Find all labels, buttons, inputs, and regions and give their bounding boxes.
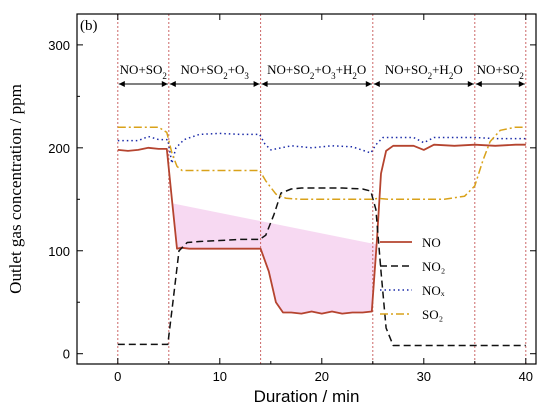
labels: Duration / min Outlet gas concentration /… xyxy=(6,18,359,406)
axes: 0 10 20 30 40 0 100 200 300 xyxy=(48,13,537,384)
series-line-so2 xyxy=(117,126,526,201)
no-shading xyxy=(171,199,377,314)
x-tick-label: 0 xyxy=(114,369,121,384)
x-tick-label: 20 xyxy=(315,369,329,384)
legend-label: NOₓ xyxy=(422,283,445,298)
phase-annotation: NO+SO2+H2O xyxy=(373,62,474,87)
phase-arrowhead-right xyxy=(518,81,525,87)
phase-annotations: NO+SO2 NO+SO2+O3 NO+SO2+O3+H2O NO+SO2+H2O NO… xyxy=(118,62,525,87)
legend-item-nox: NOₓ xyxy=(380,283,445,298)
y-axis-label: Outlet gas concentration / ppm xyxy=(6,84,25,294)
phase-arrowhead-right xyxy=(161,81,168,87)
phase-arrowhead-left xyxy=(169,81,176,87)
x-tick-label: 10 xyxy=(213,369,227,384)
phase-annotation: NO+SO2+O3+H2O xyxy=(261,62,372,87)
phase-annotation: NO+SO2+O3 xyxy=(169,62,260,87)
legend-item-no: NO xyxy=(380,235,441,250)
x-axis-label: Duration / min xyxy=(254,387,360,406)
phase-arrowhead-left xyxy=(373,81,380,87)
series-line-no2 xyxy=(117,187,526,347)
series-lines xyxy=(117,126,526,347)
legend-item-no2: NO₂ xyxy=(380,259,445,274)
phase-arrowhead-left xyxy=(261,81,268,87)
y-tick-label: 100 xyxy=(48,244,70,259)
phase-label: NO+SO2+H2O xyxy=(385,62,463,81)
series-line-nox xyxy=(117,132,526,165)
phase-arrowhead-left xyxy=(475,81,482,87)
y-tick-label: 0 xyxy=(63,347,70,362)
phase-annotation: NO+SO2 xyxy=(475,62,525,87)
panel-label: (b) xyxy=(80,18,98,34)
series-line-no xyxy=(117,143,526,315)
y-tick-label: 200 xyxy=(48,141,70,156)
legend-item-so2: SO₂ xyxy=(380,307,443,322)
phase-arrowhead-right xyxy=(253,81,260,87)
phase-label: NO+SO2 xyxy=(120,62,167,81)
phase-label: NO+SO2+O3 xyxy=(180,62,249,81)
legend-label: NO xyxy=(422,235,441,250)
plot-frame xyxy=(76,13,537,365)
legend-label: SO₂ xyxy=(422,307,443,322)
legend-label: NO₂ xyxy=(422,259,445,274)
legend: NO NO₂ NOₓ SO₂ xyxy=(380,235,445,322)
phase-label: NO+SO2 xyxy=(477,62,524,81)
y-tick-label: 300 xyxy=(48,38,70,53)
no-area-fill xyxy=(171,199,377,314)
x-tick-label: 30 xyxy=(417,369,431,384)
phase-label: NO+SO2+O3+H2O xyxy=(267,62,366,81)
phase-arrowhead-right xyxy=(467,81,474,87)
phase-arrowhead-right xyxy=(365,81,372,87)
phase-arrowhead-left xyxy=(118,81,125,87)
phase-annotation: NO+SO2 xyxy=(118,62,168,87)
x-tick-label: 40 xyxy=(519,369,533,384)
